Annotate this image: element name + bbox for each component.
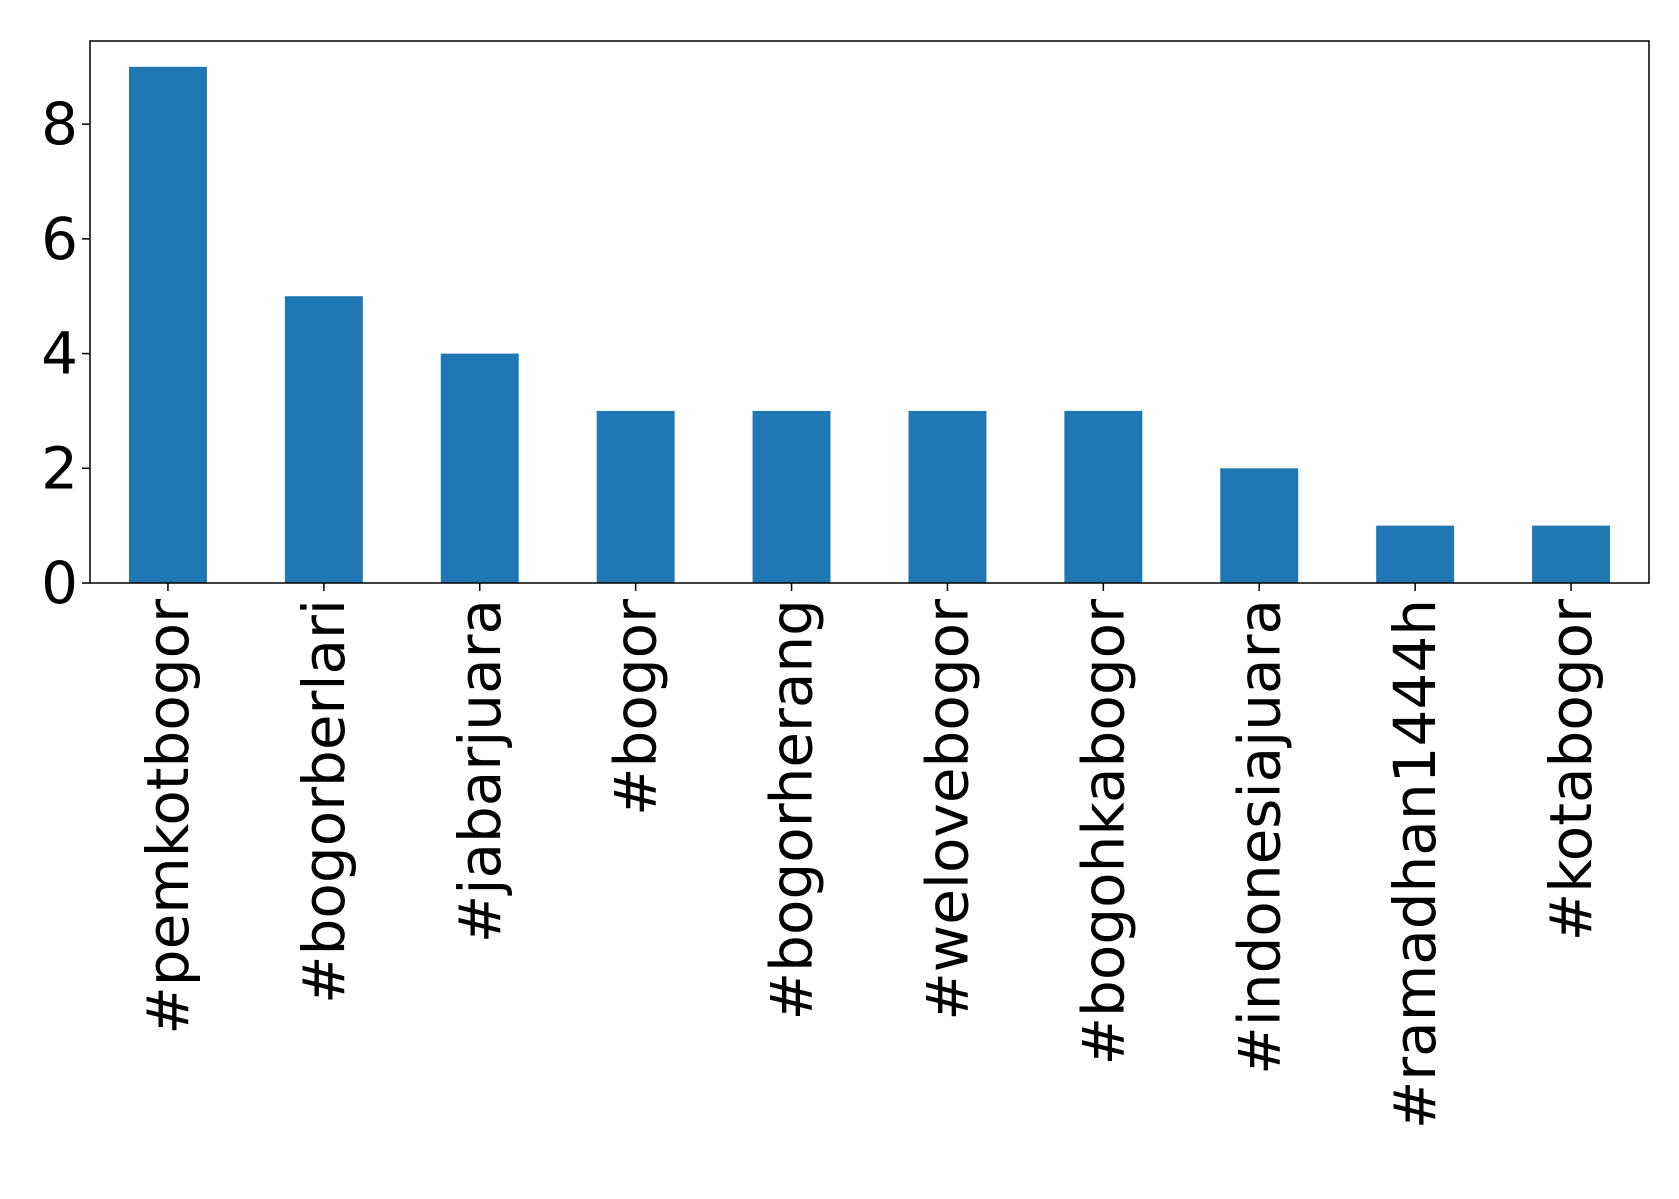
x-axis: #pemkotbogor #bogorberlari #jabarjuara #bog… <box>134 583 1605 1129</box>
x-tick-label: #pemkotbogor <box>134 599 202 1035</box>
x-tick-label: #bogorberlari <box>290 599 358 1004</box>
bar-bogorberlari <box>284 296 363 583</box>
bar-indonesiajuara <box>1220 468 1299 583</box>
x-tick-label: #ramadhan1444h <box>1381 599 1449 1129</box>
x-tick-label: #kotabogor <box>1537 599 1605 941</box>
bar-bogor <box>596 410 675 583</box>
bar-kotabogor <box>1532 525 1611 583</box>
x-tick-label: #jabarjuara <box>446 599 514 943</box>
bars-layer <box>128 66 1611 584</box>
y-axis: 0 2 4 6 8 <box>41 90 90 617</box>
bar-jabarjuara <box>440 353 519 583</box>
y-tick-label: 6 <box>41 205 78 273</box>
x-tick-label: #bogor <box>602 599 670 816</box>
x-tick-label: #bogorherang <box>758 599 826 1020</box>
bar-ramadhan1444h <box>1376 525 1455 583</box>
bar-bogorherang <box>752 410 831 583</box>
x-tick-label: #indonesiajuara <box>1225 599 1293 1075</box>
y-tick-label: 8 <box>41 90 78 158</box>
bar-welovebogor <box>908 410 987 583</box>
x-tick-label: #bogohkabogor <box>1069 599 1137 1066</box>
y-tick-label: 4 <box>41 320 78 388</box>
x-tick-label: #welovebogor <box>913 599 981 1021</box>
bar-bogohkabogor <box>1064 410 1143 583</box>
y-tick-label: 0 <box>41 549 78 617</box>
bar-pemkotbogor <box>128 66 207 584</box>
plot-area-frame <box>89 40 1650 584</box>
y-tick-label: 2 <box>41 434 78 502</box>
